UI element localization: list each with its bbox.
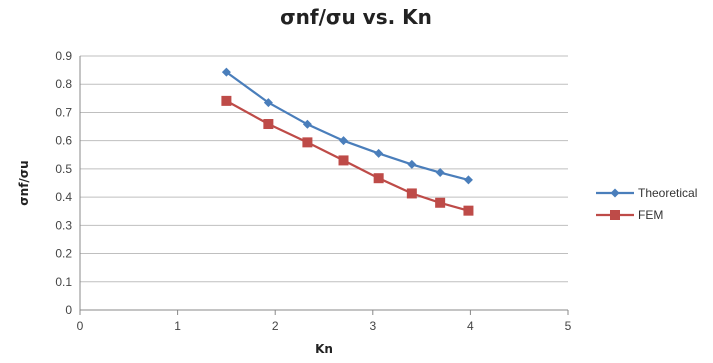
y-tick-label: 0 [65, 303, 72, 317]
series [221, 67, 474, 216]
x-tick-label: 2 [272, 319, 279, 333]
y-tick-label: 0.4 [55, 190, 72, 204]
data-point-diamond [263, 98, 273, 108]
y-tick-label: 0.8 [55, 77, 72, 91]
data-point-diamond [407, 159, 417, 169]
legend-item: Theoretical [596, 186, 697, 200]
chart-title: σnf/σu vs. Kn [280, 5, 432, 29]
gridlines [79, 55, 569, 315]
data-point-square [463, 205, 474, 216]
data-point-diamond [463, 175, 473, 185]
data-point-diamond [339, 136, 349, 146]
y-tick-label: 0.5 [55, 162, 72, 176]
legend: Theoretical FEM [596, 186, 697, 222]
tick-labels: 0 0.1 0.2 0.3 0.4 0.5 0.6 0.7 0.8 0.9 0 1 2 3 4 5 [55, 49, 571, 333]
data-point-diamond [221, 67, 231, 77]
x-tick-label: 0 [77, 319, 84, 333]
x-tick-label: 4 [467, 319, 474, 333]
legend-label: Theoretical [638, 186, 697, 200]
chart-title-text: σnf/σu vs. Kn [280, 5, 432, 29]
data-point-square [373, 173, 384, 184]
y-tick-label: 0.7 [55, 105, 72, 119]
legend-item: FEM [596, 208, 663, 222]
y-axis-title: σnf/σu [17, 160, 31, 205]
legend-marker-diamond [610, 188, 620, 198]
x-tick-label: 1 [174, 319, 181, 333]
legend-marker-square [610, 210, 620, 220]
data-point-square [302, 137, 313, 148]
x-axis-title: Kn [315, 342, 333, 356]
data-point-diamond [435, 168, 445, 178]
y-tick-label: 0.9 [55, 49, 72, 63]
axes [79, 56, 568, 311]
y-tick-label: 0.1 [55, 275, 72, 289]
series-fem [221, 95, 474, 216]
data-point-square [406, 188, 417, 199]
data-point-square [338, 155, 349, 166]
y-tick-label: 0.3 [55, 218, 72, 232]
data-point-diamond [302, 119, 312, 129]
data-point-square [221, 95, 232, 106]
y-tick-label: 0.2 [55, 247, 72, 261]
y-tick-label: 0.6 [55, 134, 72, 148]
x-tick-label: 3 [369, 319, 376, 333]
data-point-square [263, 119, 274, 130]
data-point-square [435, 197, 446, 208]
series-line [225, 71, 469, 181]
series-theoretical [221, 67, 473, 185]
x-tick-label: 5 [565, 319, 572, 333]
legend-label: FEM [638, 208, 663, 222]
data-point-diamond [374, 148, 384, 158]
axis-titles: Kn σnf/σu [17, 160, 333, 356]
